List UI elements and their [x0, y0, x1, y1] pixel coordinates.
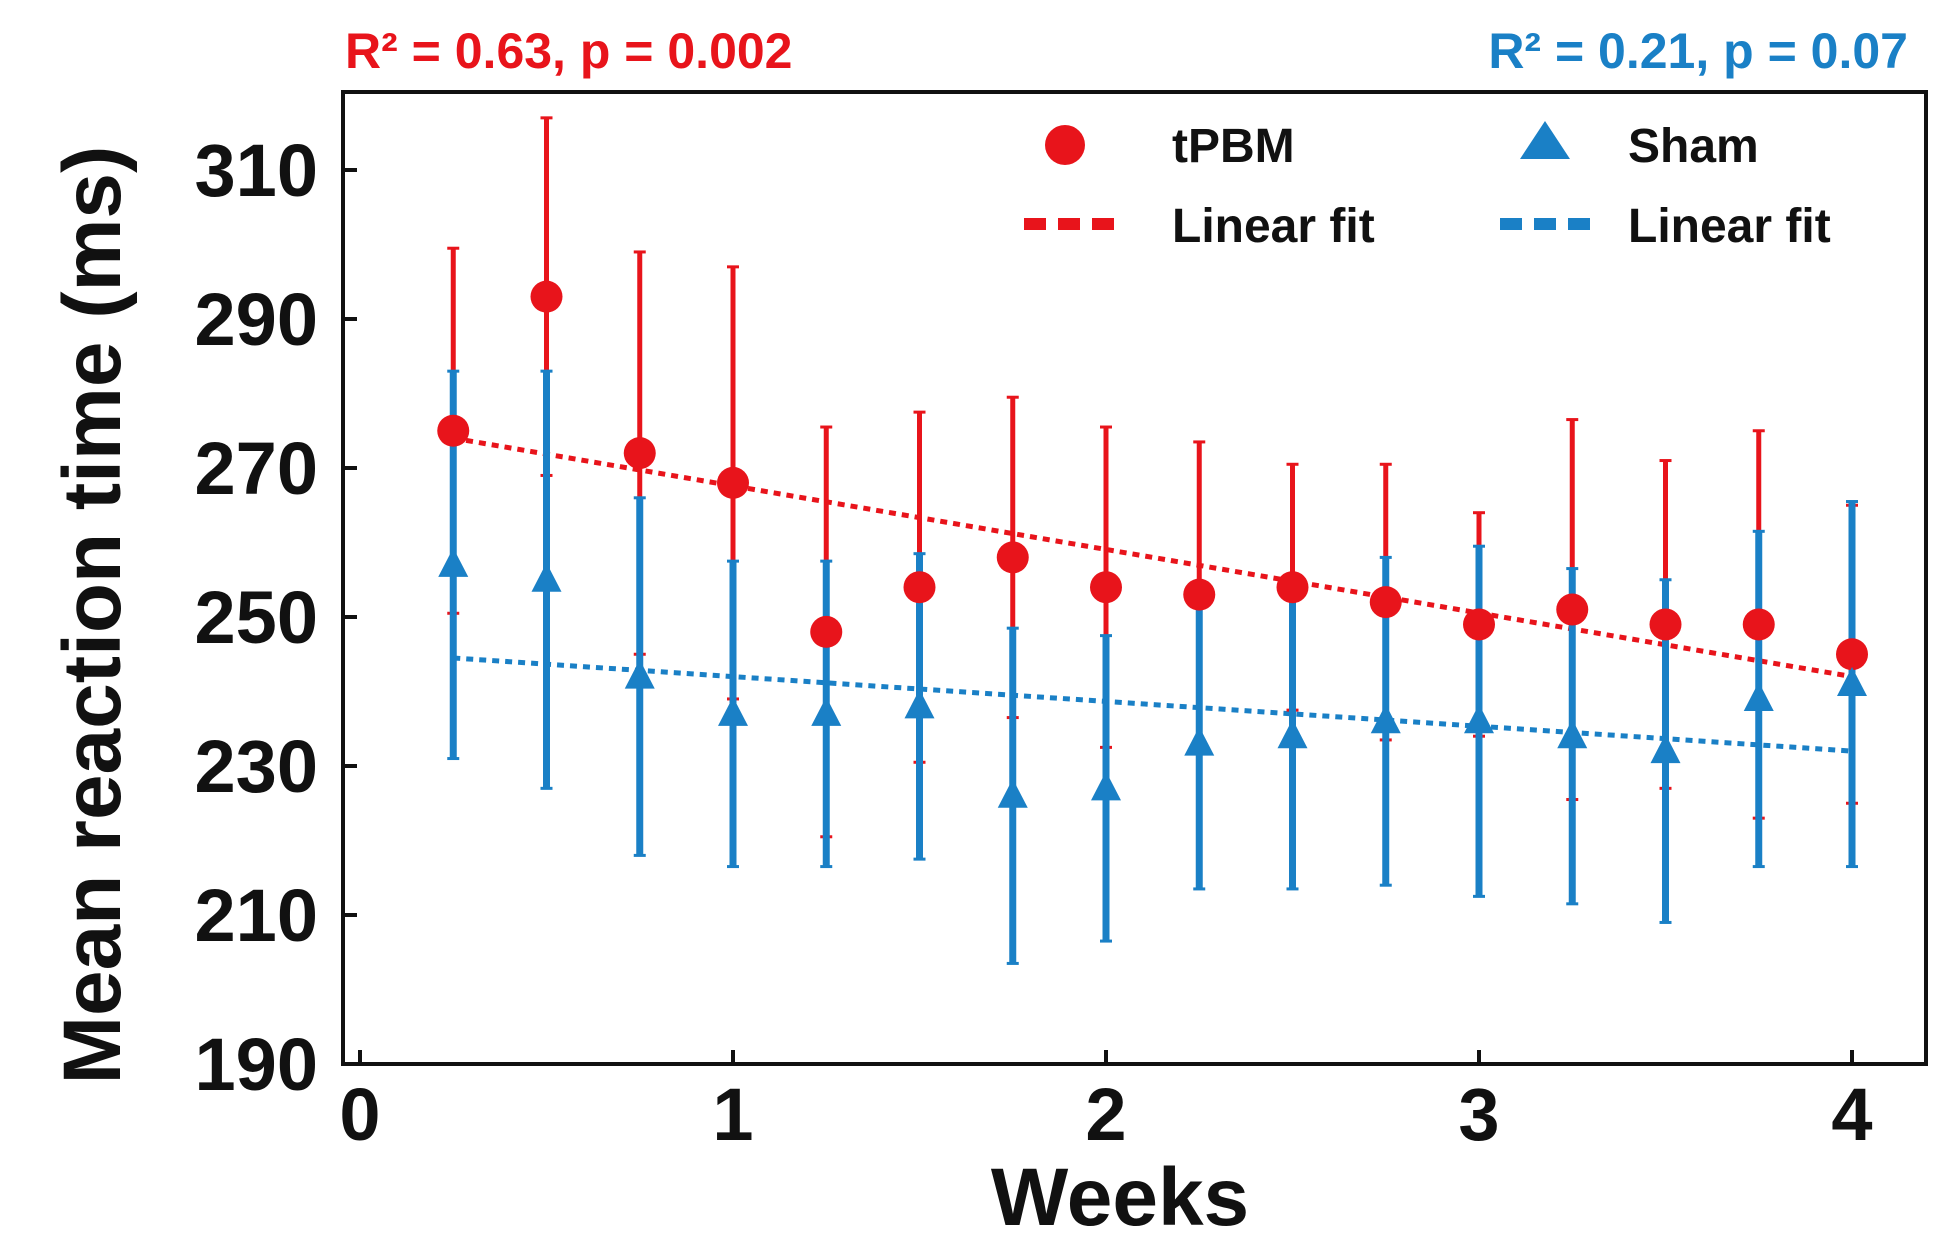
tpbm-stats-label: R² = 0.63, p = 0.002 [345, 23, 793, 79]
sham-point [1464, 704, 1494, 734]
sham-point [1277, 719, 1308, 749]
tpbm-point [530, 280, 563, 313]
tpbm-point [903, 571, 936, 604]
y-tick-label: 310 [195, 129, 318, 212]
tpbm-point [623, 437, 656, 470]
sham-point [1184, 726, 1215, 756]
x-axis-title: Weeks [991, 1152, 1249, 1233]
tpbm-point [1556, 593, 1589, 626]
sham-point [1091, 771, 1121, 801]
y-tick-label: 230 [195, 725, 318, 808]
x-tick-label: 2 [1085, 1073, 1126, 1156]
tpbm-point [1276, 571, 1309, 604]
tpbm-point [437, 414, 470, 447]
sham-point [904, 689, 935, 719]
sham-point [1370, 704, 1401, 734]
tpbm-fit-line [452, 435, 1853, 680]
x-tick-label: 4 [1831, 1073, 1872, 1156]
sham-stats-label: R² = 0.21, p = 0.07 [1488, 23, 1908, 79]
sham-point [811, 696, 842, 726]
data-markers [437, 280, 1868, 808]
tpbm-point [1183, 578, 1216, 611]
legend-sham-fit-label: Linear fit [1628, 200, 1831, 253]
y-axis-title: Mean reaction time (ms) [47, 146, 138, 1085]
tpbm-point [1090, 571, 1122, 604]
legend-tpbm-label: tPBM [1172, 120, 1295, 173]
legend-tpbm-fit-label: Linear fit [1172, 200, 1375, 253]
y-tick-label: 250 [195, 576, 318, 659]
sham-point [531, 562, 562, 592]
sham-point [1837, 667, 1867, 697]
legend-tpbm-circle-icon [1045, 125, 1085, 165]
sham-point [624, 659, 655, 689]
sham-point [438, 547, 469, 577]
fit-lines [452, 435, 1853, 754]
y-tick-label: 270 [195, 427, 318, 510]
tpbm-point [1463, 608, 1495, 641]
sham-fit-line [453, 655, 1853, 754]
sham-point [718, 696, 748, 726]
x-tick-label: 0 [339, 1073, 380, 1156]
y-tick-label: 210 [195, 874, 318, 957]
tpbm-point [717, 466, 749, 499]
x-tick-label: 3 [1458, 1073, 1499, 1156]
tpbm-point [810, 615, 843, 648]
y-tick-label: 190 [195, 1023, 318, 1106]
axis-ticks: 0 1 2 3 4 190 210 230 250 270 290 310 [195, 129, 1873, 1156]
tpbm-point [996, 541, 1029, 574]
legend-sham-label: Sham [1628, 120, 1759, 173]
legend: tPBM Sham Linear fit Linear fit [1024, 120, 1831, 253]
tpbm-point [1742, 608, 1775, 641]
plot-frame [341, 90, 1928, 1066]
x-tick-label: 1 [712, 1073, 753, 1156]
sham-point [1557, 719, 1588, 749]
tpbm-point [1369, 586, 1402, 619]
y-tick-label: 290 [195, 278, 318, 361]
sham-point [1650, 734, 1681, 764]
legend-sham-triangle-icon [1520, 121, 1570, 159]
tpbm-point [1836, 638, 1868, 671]
sham-point [997, 778, 1028, 808]
tpbm-point [1649, 608, 1682, 641]
sham-point [1743, 681, 1774, 711]
